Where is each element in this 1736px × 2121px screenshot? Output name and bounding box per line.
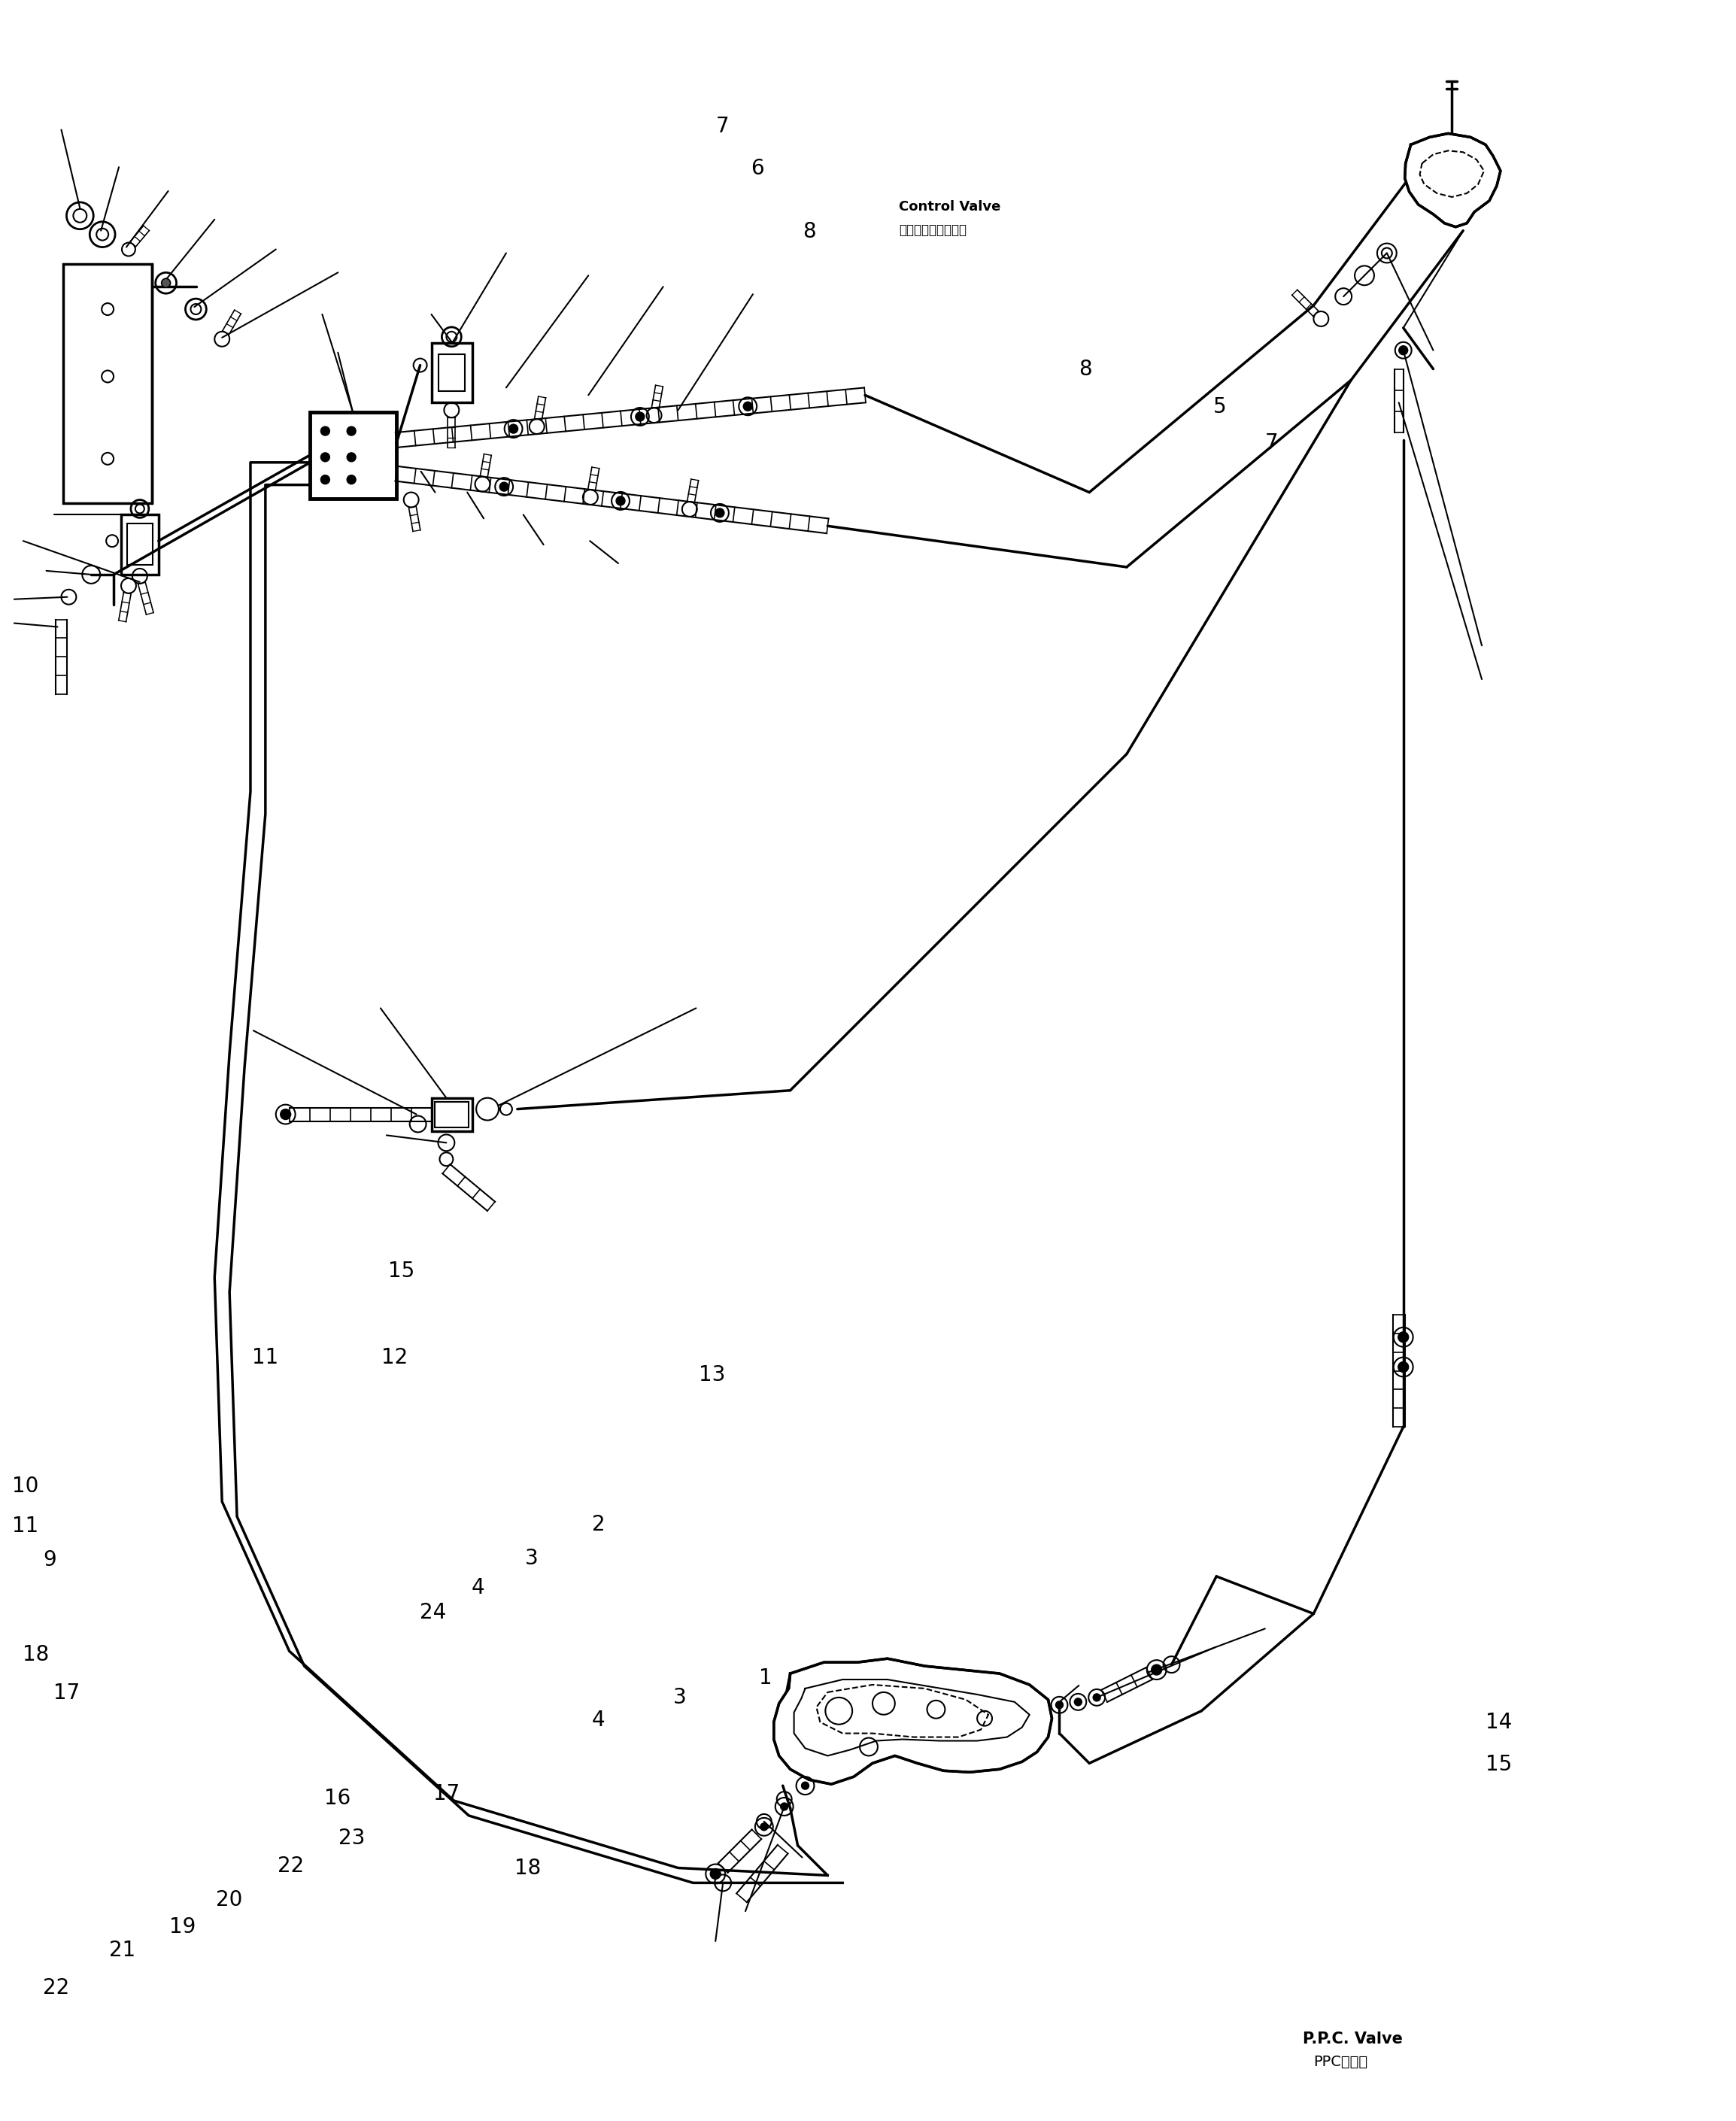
- Polygon shape: [1404, 134, 1500, 227]
- Text: 22: 22: [278, 1856, 304, 1877]
- Circle shape: [500, 481, 509, 492]
- Text: 20: 20: [215, 1890, 243, 1911]
- Text: 15: 15: [1486, 1754, 1512, 1775]
- Circle shape: [279, 1109, 292, 1120]
- Circle shape: [635, 411, 644, 422]
- Text: 9: 9: [43, 1550, 57, 1572]
- Text: 17: 17: [54, 1682, 80, 1703]
- Bar: [127, 524, 153, 564]
- Bar: [122, 515, 158, 575]
- Text: 4: 4: [592, 1710, 606, 1731]
- Circle shape: [760, 1824, 767, 1830]
- Circle shape: [347, 452, 356, 462]
- Text: 18: 18: [23, 1644, 49, 1665]
- Text: 19: 19: [168, 1917, 196, 1936]
- Circle shape: [347, 426, 356, 435]
- Text: 18: 18: [514, 1858, 542, 1879]
- Text: 16: 16: [325, 1788, 351, 1809]
- Text: 7: 7: [1266, 433, 1278, 454]
- Text: 24: 24: [420, 1601, 446, 1623]
- Circle shape: [743, 401, 752, 411]
- Text: 3: 3: [524, 1548, 538, 1570]
- Text: 3: 3: [674, 1686, 686, 1707]
- Circle shape: [1151, 1665, 1161, 1676]
- Text: P.P.C. Valve: P.P.C. Valve: [1302, 2032, 1403, 2047]
- Circle shape: [1094, 1695, 1101, 1701]
- Circle shape: [1397, 1362, 1408, 1372]
- Circle shape: [509, 424, 517, 433]
- Bar: [311, 411, 396, 498]
- Text: コントロールバルブ: コントロールバルブ: [899, 223, 967, 238]
- Bar: [431, 344, 472, 403]
- Text: 5: 5: [1213, 397, 1226, 418]
- Bar: [439, 354, 465, 392]
- Text: 8: 8: [1078, 358, 1092, 380]
- Text: 21: 21: [109, 1939, 135, 1960]
- Circle shape: [715, 509, 724, 518]
- Text: 10: 10: [12, 1476, 38, 1497]
- Bar: [64, 265, 151, 503]
- Text: 4: 4: [470, 1578, 484, 1597]
- Circle shape: [710, 1869, 720, 1879]
- Circle shape: [1399, 346, 1408, 354]
- Circle shape: [1397, 1332, 1408, 1343]
- Bar: [431, 1099, 472, 1130]
- Circle shape: [321, 475, 330, 484]
- Circle shape: [161, 278, 170, 288]
- Circle shape: [1075, 1699, 1082, 1705]
- Circle shape: [1055, 1701, 1062, 1710]
- Text: 22: 22: [43, 1977, 69, 1998]
- Circle shape: [321, 452, 330, 462]
- Text: PPCバルブ: PPCバルブ: [1312, 2055, 1368, 2070]
- Text: 13: 13: [700, 1364, 726, 1385]
- Circle shape: [616, 496, 625, 505]
- Text: Control Valve: Control Valve: [899, 199, 1002, 214]
- Circle shape: [347, 475, 356, 484]
- Text: 23: 23: [339, 1828, 365, 1850]
- Text: 2: 2: [592, 1514, 606, 1536]
- Text: 17: 17: [434, 1784, 460, 1805]
- Text: 8: 8: [802, 221, 816, 242]
- Polygon shape: [774, 1659, 1052, 1784]
- Text: 1: 1: [759, 1667, 773, 1688]
- Text: 11: 11: [12, 1517, 38, 1538]
- Text: 15: 15: [389, 1260, 415, 1281]
- Text: 12: 12: [382, 1347, 408, 1368]
- Bar: [436, 1101, 469, 1128]
- Circle shape: [321, 426, 330, 435]
- Text: 6: 6: [750, 159, 764, 180]
- Circle shape: [802, 1782, 809, 1790]
- Text: 7: 7: [717, 117, 729, 138]
- Circle shape: [781, 1803, 788, 1811]
- Text: 14: 14: [1486, 1712, 1512, 1733]
- Text: 11: 11: [252, 1347, 278, 1368]
